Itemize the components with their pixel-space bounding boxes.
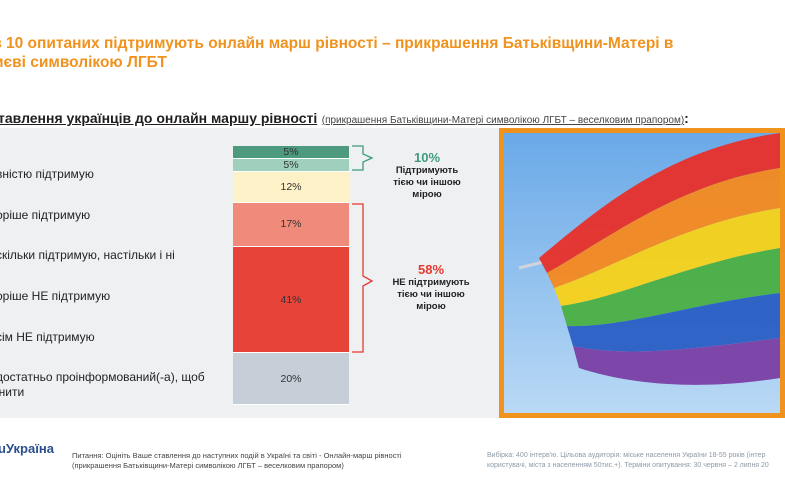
footer-question-line-2: (прикрашення Батьківщини-Матері символік…	[72, 461, 344, 470]
category-label-full-support: вністю підтримую	[0, 167, 94, 181]
rainbow-flag-photo	[499, 128, 785, 418]
chart-subtitle-colon: :	[684, 110, 689, 126]
bar-segment: 20%	[233, 353, 349, 405]
category-label-uninformed: достатньо проінформований(-а), щоб	[0, 370, 205, 384]
chart-subtitle-main: тавлення українців до онлайн маршу рівно…	[0, 110, 318, 126]
oppose-pct: 58%	[417, 262, 445, 277]
support-label-3: мірою	[412, 189, 442, 200]
bar-segment: 5%	[233, 159, 349, 172]
oppose-label-3: мірою	[416, 301, 446, 312]
slide-title-line-2: иєві символікою ЛГБТ	[0, 54, 167, 71]
slide-title: з 10 опитаних підтримують онлайн марш рі…	[0, 34, 784, 72]
category-label-rather-support: оріше підтримую	[0, 208, 91, 222]
category-label-neutral: скільки підтримую, настільки і ні	[0, 248, 175, 262]
bar-segment: 12%	[233, 171, 349, 203]
category-label-rather-not-support: оріше НЕ підтримую	[0, 289, 111, 303]
support-group-label: 10% Підтримують тією чи іншою мірою	[383, 150, 471, 201]
support-bracket	[352, 145, 374, 171]
support-pct: 10%	[413, 150, 441, 165]
bar-segment: 41%	[233, 247, 349, 354]
footer-sample-line-1: Вибірка: 400 інтерв'ю. Цільова аудиторія…	[487, 452, 766, 459]
footer-sample: Вибірка: 400 інтерв'ю. Цільова аудиторія…	[487, 451, 785, 471]
brand-logo-a: u	[0, 441, 6, 456]
chart-subtitle-note: (прикрашення Батьківщини-Матері символік…	[321, 115, 685, 126]
oppose-label-2: тією чи іншою	[397, 289, 465, 300]
bar-segment: 5%	[233, 146, 349, 159]
support-label-2: тією чи іншою	[393, 177, 461, 188]
oppose-group-label: 58% НЕ підтримують тією чи іншою мірою	[380, 262, 482, 313]
oppose-bracket	[352, 203, 374, 353]
footer-question: Питання: Оцініть Ваше ставлення до насту…	[72, 451, 402, 471]
category-label-uninformed-cont: інити	[0, 385, 25, 399]
category-label-not-support: сім НЕ підтримую	[0, 330, 95, 344]
rainbow-flag-image	[504, 133, 780, 413]
slide-title-line-1: з 10 опитаних підтримують онлайн марш рі…	[0, 35, 674, 52]
footer-sample-line-2: користувачі, міста з населенням 50тис.+)…	[487, 462, 769, 469]
chart-subtitle: тавлення українців до онлайн маршу рівно…	[0, 110, 689, 128]
oppose-label-1: НЕ підтримують	[392, 277, 470, 288]
brand-logo-b: Україна	[5, 441, 54, 456]
brand-logo: uУкраїна	[0, 441, 54, 456]
bar-segment: 17%	[233, 202, 349, 247]
support-label-1: Підтримують	[395, 165, 459, 176]
footer-question-line-1: Питання: Оцініть Ваше ставлення до насту…	[72, 451, 402, 460]
